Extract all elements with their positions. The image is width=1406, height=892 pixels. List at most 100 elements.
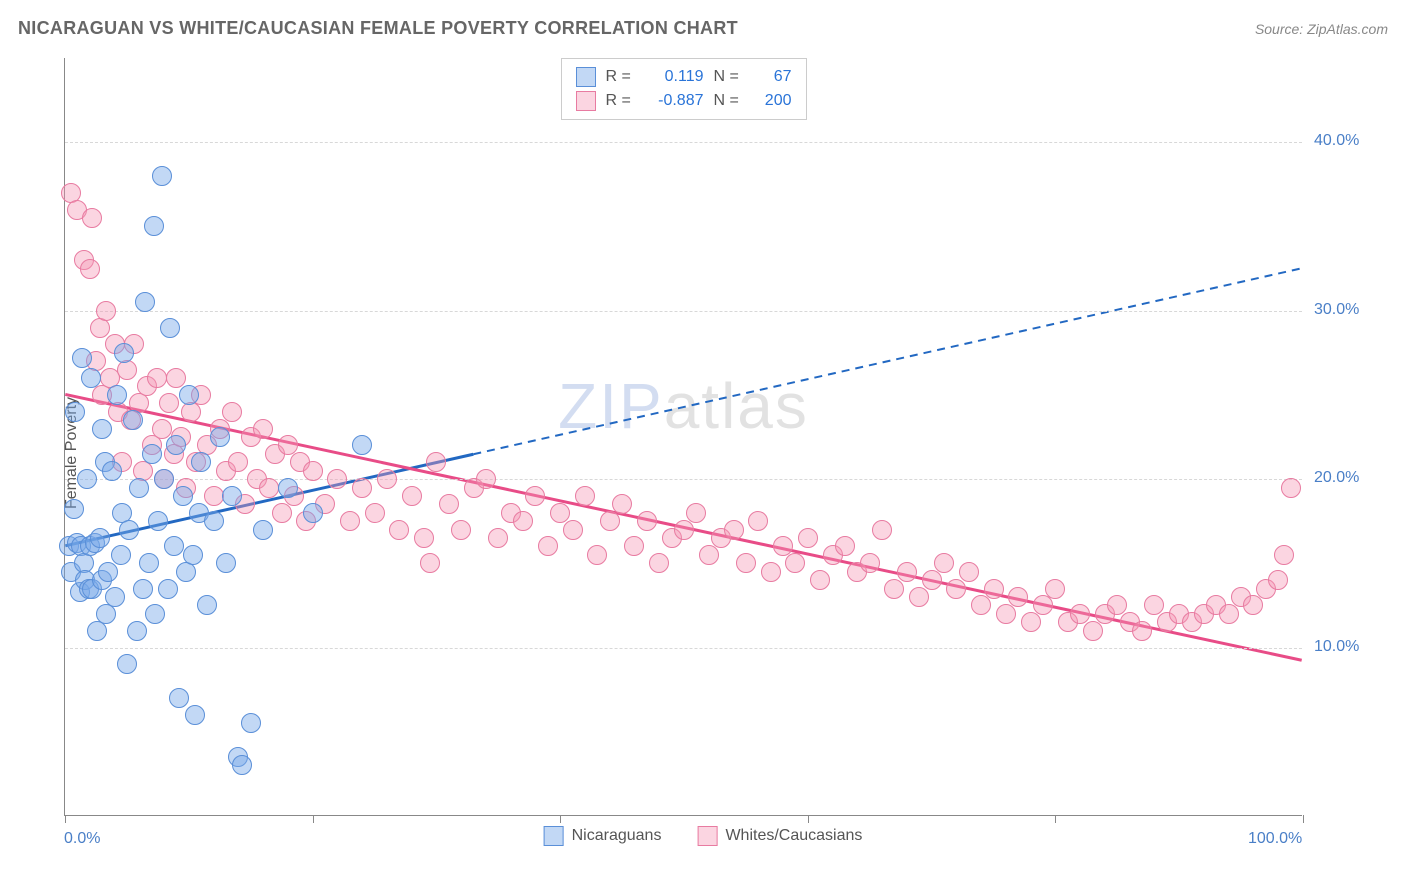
pink-point: [476, 469, 496, 489]
chart-source: Source: ZipAtlas.com: [1255, 21, 1388, 37]
blue-point: [173, 486, 193, 506]
pink-point: [117, 360, 137, 380]
pink-point: [1033, 595, 1053, 615]
x-tick: [808, 815, 809, 823]
blue-point: [303, 503, 323, 523]
correlation-legend: R =0.119N =67R =-0.887N =200: [561, 58, 807, 120]
blue-point: [210, 427, 230, 447]
x-tick: [560, 815, 561, 823]
blue-point: [241, 713, 261, 733]
pink-point: [1281, 478, 1301, 498]
blue-point: [352, 435, 372, 455]
pink-point: [1274, 545, 1294, 565]
blue-point: [102, 461, 122, 481]
x-tick-label-right: 100.0%: [1248, 830, 1302, 848]
pink-point: [946, 579, 966, 599]
blue-point: [148, 511, 168, 531]
blue-point: [197, 595, 217, 615]
n-label: N =: [714, 89, 742, 113]
blue-point: [191, 452, 211, 472]
pink-point: [1243, 595, 1263, 615]
pink-point: [674, 520, 694, 540]
pink-point: [785, 553, 805, 573]
legend-swatch: [576, 67, 596, 87]
r-legend-row: R =0.119N =67: [576, 65, 792, 89]
blue-point: [129, 478, 149, 498]
pink-point: [352, 478, 372, 498]
blue-point: [222, 486, 242, 506]
series-legend: NicaraguansWhites/Caucasians: [544, 826, 863, 846]
pink-point: [860, 553, 880, 573]
y-tick-label: 30.0%: [1314, 301, 1359, 319]
pink-point: [272, 503, 292, 523]
y-tick-label: 40.0%: [1314, 132, 1359, 150]
y-tick-label: 20.0%: [1314, 469, 1359, 487]
blue-point: [232, 755, 252, 775]
blue-point: [114, 343, 134, 363]
grid-line: [65, 648, 1302, 649]
blue-point: [152, 166, 172, 186]
blue-point: [65, 402, 85, 422]
pink-point: [600, 511, 620, 531]
pink-point: [637, 511, 657, 531]
blue-point: [117, 654, 137, 674]
pink-point: [147, 368, 167, 388]
pink-point: [327, 469, 347, 489]
pink-point: [587, 545, 607, 565]
pink-point: [204, 486, 224, 506]
legend-swatch: [576, 91, 596, 111]
pink-point: [538, 536, 558, 556]
watermark-text-a: ZIP: [558, 370, 664, 442]
pink-point: [649, 553, 669, 573]
pink-point: [984, 579, 1004, 599]
x-tick-label-left: 0.0%: [64, 830, 100, 848]
chart-header: NICARAGUAN VS WHITE/CAUCASIAN FEMALE POV…: [18, 18, 1388, 39]
pink-point: [748, 511, 768, 531]
blue-point: [72, 348, 92, 368]
y-tick-label: 10.0%: [1314, 638, 1359, 656]
watermark: ZIPatlas: [558, 369, 809, 443]
blue-point: [278, 478, 298, 498]
pink-point: [159, 393, 179, 413]
pink-point: [922, 570, 942, 590]
series-legend-label: Whites/Caucasians: [725, 827, 862, 845]
pink-point: [1021, 612, 1041, 632]
blue-point: [253, 520, 273, 540]
grid-line: [65, 311, 1302, 312]
watermark-text-b: atlas: [664, 370, 809, 442]
pink-point: [439, 494, 459, 514]
blue-point: [144, 216, 164, 236]
blue-point: [179, 385, 199, 405]
pink-point: [1132, 621, 1152, 641]
pink-point: [996, 604, 1016, 624]
blue-point: [64, 499, 84, 519]
pink-point: [96, 301, 116, 321]
pink-point: [1268, 570, 1288, 590]
pink-point: [451, 520, 471, 540]
legend-swatch: [544, 826, 564, 846]
pink-point: [1008, 587, 1028, 607]
pink-point: [624, 536, 644, 556]
pink-point: [181, 402, 201, 422]
pink-point: [884, 579, 904, 599]
legend-swatch: [697, 826, 717, 846]
pink-point: [228, 452, 248, 472]
blue-point: [142, 444, 162, 464]
blue-point: [204, 511, 224, 531]
pink-point: [798, 528, 818, 548]
pink-point: [389, 520, 409, 540]
pink-point: [222, 402, 242, 422]
blue-point: [123, 410, 143, 430]
n-label: N =: [714, 65, 742, 89]
pink-point: [426, 452, 446, 472]
grid-line: [65, 142, 1302, 143]
pink-point: [897, 562, 917, 582]
blue-point: [135, 292, 155, 312]
blue-point: [111, 545, 131, 565]
blue-point: [81, 368, 101, 388]
blue-point: [145, 604, 165, 624]
pink-point: [686, 503, 706, 523]
series-legend-item: Whites/Caucasians: [697, 826, 862, 846]
x-tick: [313, 815, 314, 823]
pink-point: [761, 562, 781, 582]
